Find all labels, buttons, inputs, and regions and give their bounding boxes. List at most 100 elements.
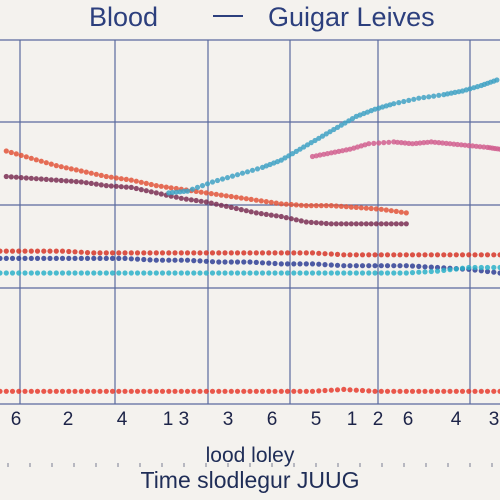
data-point (83, 169, 89, 175)
data-point (359, 263, 366, 269)
data-point (116, 270, 122, 276)
data-point (303, 270, 309, 276)
data-point (229, 173, 236, 179)
data-point (138, 179, 144, 185)
data-point (334, 270, 341, 276)
data-point (394, 139, 401, 145)
data-point (393, 208, 399, 214)
data-point (28, 175, 34, 181)
data-point (134, 270, 141, 276)
data-point (241, 270, 247, 276)
data-point (406, 140, 412, 146)
data-point (308, 219, 314, 225)
data-point (253, 210, 259, 216)
data-point (78, 179, 84, 185)
data-point (134, 256, 141, 262)
data-point (241, 259, 247, 265)
data-point (173, 194, 179, 200)
data-point (403, 252, 409, 258)
data-point (284, 261, 291, 267)
data-point (341, 386, 347, 392)
data-point (23, 154, 29, 160)
data-point (334, 251, 341, 257)
data-point (249, 167, 256, 173)
data-point (497, 252, 500, 258)
data-point (309, 250, 316, 256)
data-point (47, 248, 53, 254)
data-point (199, 183, 206, 189)
data-point (53, 163, 59, 169)
data-point (243, 208, 249, 214)
data-point (3, 388, 9, 394)
data-point (284, 388, 291, 394)
data-point (373, 221, 379, 227)
data-point (22, 270, 28, 276)
data-point (347, 270, 353, 276)
x-axis-label-line-2: Time slodlegur JUUG (140, 467, 360, 493)
data-point (168, 185, 174, 191)
data-point (372, 263, 378, 269)
data-point (0, 388, 3, 394)
data-point (303, 261, 309, 267)
data-point (34, 270, 41, 276)
data-point (272, 388, 278, 394)
data-point (366, 388, 372, 394)
data-point (22, 248, 28, 254)
data-point (441, 388, 447, 394)
data-point (416, 252, 422, 258)
data-point (98, 172, 104, 178)
data-point (59, 248, 66, 254)
data-point (147, 388, 153, 394)
data-point (41, 255, 47, 261)
data-point (47, 255, 53, 261)
data-point (208, 200, 214, 206)
data-point (184, 188, 191, 194)
data-point (353, 263, 359, 269)
data-point (203, 270, 209, 276)
data-point (72, 270, 78, 276)
data-point (333, 203, 339, 209)
data-point (278, 213, 284, 220)
data-point (363, 221, 369, 227)
data-point (238, 207, 244, 213)
data-point (63, 165, 69, 171)
data-point (228, 193, 234, 200)
data-point (197, 388, 203, 394)
data-point (184, 250, 191, 256)
chart-title-right: Guigar Leives (268, 2, 435, 32)
data-point (323, 203, 329, 209)
data-point (316, 270, 322, 276)
data-point (497, 270, 500, 276)
data-point (416, 269, 422, 275)
data-point (316, 250, 322, 256)
data-point (328, 270, 334, 276)
data-point (228, 388, 234, 394)
data-point (312, 137, 318, 144)
data-point (38, 158, 44, 164)
data-point (406, 97, 412, 103)
data-point (103, 255, 109, 261)
data-point (128, 256, 134, 262)
x-tick-label: 1 (347, 409, 358, 430)
data-point (141, 256, 147, 263)
x-tick-label: 3 (489, 409, 500, 430)
data-point (103, 173, 109, 180)
data-point (8, 174, 14, 180)
data-point (9, 270, 16, 276)
data-point (133, 178, 139, 184)
data-point (22, 388, 28, 394)
data-point (484, 264, 491, 271)
data-point (378, 388, 384, 394)
data-point (259, 250, 266, 256)
data-point (334, 387, 341, 393)
data-point (216, 259, 222, 265)
x-tick-label: 5 (311, 409, 322, 430)
data-point (13, 174, 19, 180)
data-point (78, 168, 84, 174)
data-point (348, 221, 354, 227)
data-point (91, 250, 97, 256)
data-point (113, 175, 119, 181)
data-point (184, 257, 191, 263)
data-point (181, 188, 187, 194)
data-point (403, 270, 409, 276)
